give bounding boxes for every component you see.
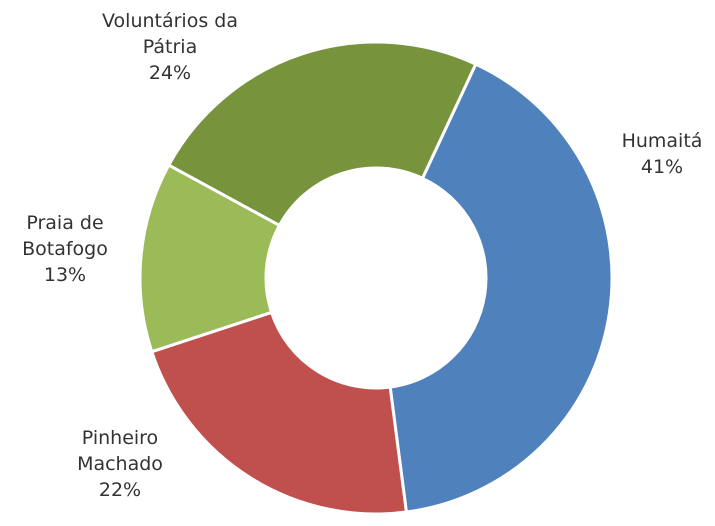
slice <box>149 310 409 516</box>
value-label: 13% <box>43 264 87 286</box>
slice <box>166 40 478 228</box>
category-label: Pinheiro Machado <box>77 427 163 475</box>
category-label: Voluntários da Pátria <box>102 10 238 58</box>
slice-label: Voluntários da Pátria 24% <box>80 8 260 86</box>
slice-label: Pinheiro Machado 22% <box>60 425 180 503</box>
value-label: 22% <box>98 479 142 501</box>
slice <box>388 62 614 514</box>
value-label: 41% <box>640 156 684 178</box>
value-label: 24% <box>148 62 192 84</box>
slice-label: Humaitá 41% <box>607 128 715 180</box>
slice-label: Praia de Botafogo 13% <box>10 210 120 288</box>
category-label: Humaitá <box>621 130 703 152</box>
category-label: Praia de Botafogo <box>22 212 108 260</box>
slice <box>138 162 282 354</box>
